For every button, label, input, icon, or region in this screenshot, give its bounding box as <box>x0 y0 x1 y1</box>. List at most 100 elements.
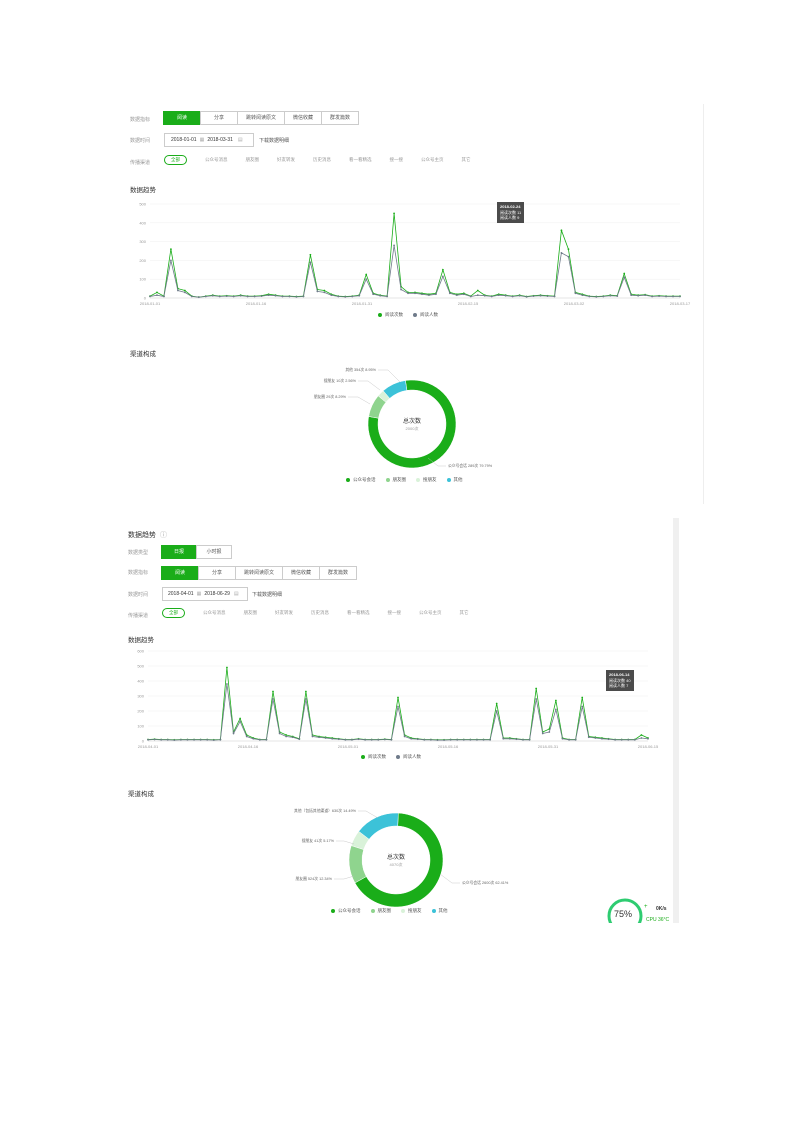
data-point <box>574 292 577 295</box>
donut-label-1: 搜朋友 41次 5.17% <box>302 838 335 843</box>
legend-other[interactable]: 其他 <box>446 477 463 483</box>
metric-option-3[interactable]: 微信收藏 <box>284 111 322 125</box>
metric-option-3[interactable]: 微信收藏 <box>282 566 320 580</box>
donut-slice-3 <box>382 380 408 399</box>
type-option-0[interactable]: 日报 <box>161 545 197 559</box>
data-point <box>365 273 368 276</box>
legend-readers[interactable]: 阅读人数 <box>396 754 421 760</box>
data-point <box>595 295 598 298</box>
data-point <box>421 293 423 296</box>
data-point <box>515 738 518 741</box>
data-point <box>476 289 479 292</box>
legend-session[interactable]: 公众号会话 <box>346 477 376 483</box>
channel-chip-2[interactable]: 朋友圈 <box>243 610 258 615</box>
data-point <box>258 738 261 741</box>
channel-chip-6[interactable]: 搜一搜 <box>389 157 404 162</box>
data-point <box>344 295 347 298</box>
data-point <box>532 295 535 298</box>
data-point <box>265 738 268 741</box>
legend-reads[interactable]: 阅读次数 <box>361 754 386 760</box>
cpu-monitor-widget[interactable]: 75% + 0K/s CPU 36°C <box>606 895 676 923</box>
y-tick-label: 100 <box>139 277 146 282</box>
data-point <box>324 737 327 739</box>
x-tick-label: 2018-05-31 <box>538 744 559 749</box>
data-point <box>504 294 507 297</box>
data-point <box>455 294 458 297</box>
data-point <box>393 244 395 247</box>
x-tick-label: 2018-02-15 <box>458 301 479 306</box>
download-link[interactable]: 下载数据明细 <box>252 592 283 598</box>
data-point <box>602 295 605 298</box>
data-point <box>574 738 577 741</box>
channel-chip-0[interactable]: 全部 <box>162 608 185 618</box>
channel-chip-1[interactable]: 公众号消息 <box>205 157 228 162</box>
callout-line <box>378 369 401 383</box>
data-point <box>239 294 242 297</box>
legend-reads[interactable]: 阅读次数 <box>378 312 403 318</box>
donut-label-3: 公众号会话 289次 79.79% <box>448 463 493 468</box>
data-point <box>633 738 636 741</box>
legend-friends[interactable]: 搜朋友 <box>401 908 422 914</box>
metric-label: 数据指标 <box>130 117 151 123</box>
legend-other[interactable]: 其他 <box>431 908 448 914</box>
y-tick-label: 300 <box>137 694 144 699</box>
channel-chip-4[interactable]: 历史消息 <box>311 610 329 615</box>
callout-line <box>439 873 460 884</box>
metric-option-4[interactable]: 群发篇数 <box>319 566 357 580</box>
metric-option-2[interactable]: 跳转阅读原文 <box>235 566 283 580</box>
channel-chip-8[interactable]: 其它 <box>461 157 471 162</box>
channel-chip-3[interactable]: 好友转发 <box>275 610 293 615</box>
data-point <box>462 293 465 296</box>
data-point <box>337 738 340 741</box>
channel-chip-5[interactable]: 看一看精选 <box>347 610 370 615</box>
channel-chip-8[interactable]: 其它 <box>459 610 469 615</box>
y-tick-label: 0 <box>142 739 145 744</box>
data-point <box>541 732 544 735</box>
data-point <box>535 687 538 690</box>
date-separator: ▦ <box>199 137 205 143</box>
date-end: 2018-06-29 <box>204 591 230 597</box>
metric-option-0[interactable]: 阅读 <box>161 566 199 580</box>
data-point <box>640 734 643 736</box>
data-point <box>147 738 149 741</box>
legend-moments[interactable]: 朋友圈 <box>370 908 391 914</box>
data-point <box>211 294 214 297</box>
x-tick-label: 2018-03-17 <box>670 301 691 306</box>
channel-chip-1[interactable]: 公众号消息 <box>203 610 226 615</box>
type-option-1[interactable]: 小时报 <box>196 545 232 559</box>
metric-option-4[interactable]: 群发篇数 <box>321 111 359 125</box>
download-link[interactable]: 下载数据明细 <box>259 138 290 144</box>
legend-readers[interactable]: 阅读人数 <box>413 312 438 318</box>
channel-chip-3[interactable]: 好友转发 <box>277 157 295 162</box>
channel-chip-7[interactable]: 公众号主页 <box>421 157 444 162</box>
data-point <box>441 268 444 271</box>
legend-moments[interactable]: 朋友圈 <box>385 477 406 483</box>
metric-option-1[interactable]: 分享 <box>198 566 236 580</box>
channel-chip-7[interactable]: 公众号主页 <box>419 610 442 615</box>
data-point <box>483 294 486 297</box>
data-point <box>627 738 630 741</box>
metric-option-1[interactable]: 分享 <box>200 111 238 125</box>
panel-q1: 数据指标 阅读 分享 跳转阅读原文 微信收藏 群发篇数 数据时间 2018-01-01 … <box>118 104 704 504</box>
date-range-picker[interactable]: 2018-04-01 ▦ 2018-06-29 ▤ <box>162 587 248 601</box>
channel-chip-6[interactable]: 搜一搜 <box>387 610 402 615</box>
legend-session[interactable]: 公众号会话 <box>331 908 361 914</box>
data-point <box>291 736 294 739</box>
channel-chip-4[interactable]: 历史消息 <box>313 157 331 162</box>
data-point <box>226 683 228 685</box>
data-point <box>331 737 334 740</box>
data-point <box>304 698 307 700</box>
legend-friends[interactable]: 搜朋友 <box>416 477 437 483</box>
data-point <box>497 294 500 297</box>
channel-chip-2[interactable]: 朋友圈 <box>245 157 260 162</box>
channel-chip-0[interactable]: 全部 <box>164 155 187 165</box>
channel-chip-5[interactable]: 看一看精选 <box>349 157 372 162</box>
data-point <box>614 738 617 741</box>
metric-option-0[interactable]: 阅读 <box>163 111 201 125</box>
data-point <box>672 295 674 298</box>
help-icon[interactable]: ⓘ <box>159 532 167 539</box>
date-range-picker[interactable]: 2018-01-01 ▦ 2018-03-31 ▤ <box>164 133 254 147</box>
metric-option-2[interactable]: 跳转阅读原文 <box>237 111 285 125</box>
data-point <box>193 738 195 741</box>
data-point <box>407 292 409 295</box>
